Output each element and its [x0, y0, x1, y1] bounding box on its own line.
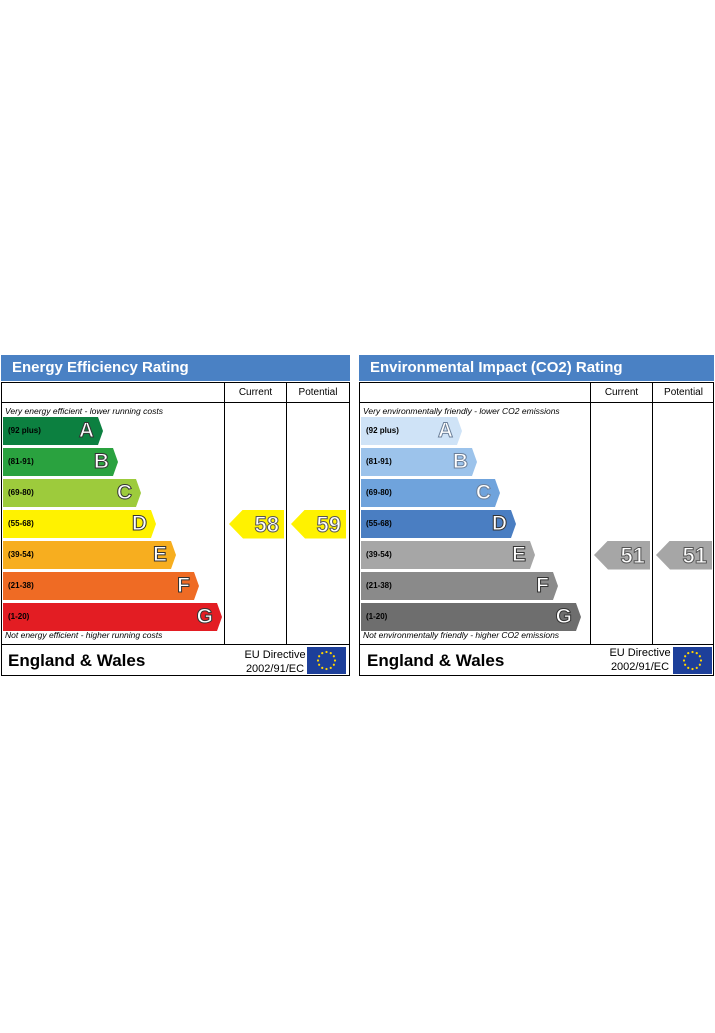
column-header-current: Current [604, 387, 639, 398]
rating-grid [359, 382, 714, 676]
band-range: (21-38) [8, 581, 34, 590]
band-range: (55-68) [366, 519, 392, 528]
band-range: (39-54) [8, 550, 34, 559]
divider [224, 382, 225, 644]
band-letter: E [511, 543, 526, 566]
band-d: (55-68) D [3, 510, 156, 538]
band-g: (1-20) G [361, 603, 581, 631]
eu-flag-icon [673, 647, 712, 674]
band-d: (55-68) D [361, 510, 516, 538]
band-range: (39-54) [366, 550, 392, 559]
column-header-potential: Potential [664, 387, 703, 398]
band-a: (92 plus) A [3, 417, 103, 445]
divider [590, 382, 591, 644]
current-rating-value: 58 [254, 511, 280, 537]
band-letter: F [536, 574, 549, 597]
bottom-note: Not environmentally friendly - higher CO… [363, 630, 560, 640]
panel-title: Environmental Impact (CO2) Rating [359, 355, 714, 381]
eu-flag-icon [307, 647, 346, 674]
eu-directive-line2: 2002/91/EC [610, 661, 670, 673]
band-b: (81-91) B [3, 448, 118, 476]
band-letter: G [196, 605, 213, 628]
band-range: (55-68) [8, 519, 34, 528]
footer-country: England & Wales [8, 651, 146, 670]
band-letter: F [177, 574, 190, 597]
column-header-current: Current [238, 387, 273, 398]
band-c: (69-80) C [3, 479, 141, 507]
potential-rating-value: 59 [316, 511, 342, 537]
top-note: Very environmentally friendly - lower CO… [363, 406, 560, 416]
band-letter: A [78, 419, 94, 442]
eu-directive-line1: EU Directive [244, 649, 306, 661]
band-range: (69-80) [8, 488, 34, 497]
divider [652, 382, 653, 644]
potential-rating-value: 51 [682, 542, 708, 568]
column-header-potential: Potential [298, 387, 338, 398]
band-range: (92 plus) [366, 426, 399, 435]
rating-grid [1, 382, 350, 676]
environmental-impact-panel: Environmental Impact (CO2) Rating Curren… [359, 355, 714, 676]
divider [1, 644, 350, 645]
current-rating-value: 51 [620, 542, 646, 568]
band-g: (1-20) G [3, 603, 222, 631]
band-c: (69-80) C [361, 479, 500, 507]
eu-directive: EU Directive 2002/91/EC [608, 646, 672, 674]
divider [359, 644, 714, 645]
band-letter: C [475, 481, 491, 504]
band-letter: C [116, 481, 132, 504]
eu-directive-line1: EU Directive [609, 647, 671, 659]
band-letter: B [93, 450, 109, 473]
divider [359, 402, 714, 403]
bottom-note: Not energy efficient - higher running co… [5, 630, 163, 640]
band-letter: E [152, 543, 167, 566]
band-e: (39-54) E [361, 541, 535, 569]
band-f: (21-38) F [361, 572, 558, 600]
band-range: (81-91) [8, 457, 34, 466]
band-letter: G [555, 605, 572, 628]
footer-country: England & Wales [367, 651, 505, 670]
band-range: (1-20) [8, 612, 30, 621]
band-range: (81-91) [366, 457, 392, 466]
band-letter: A [437, 419, 453, 442]
divider [286, 382, 287, 644]
band-f: (21-38) F [3, 572, 199, 600]
top-note: Very energy efficient - lower running co… [5, 406, 163, 416]
divider [1, 402, 350, 403]
energy-efficiency-panel: Energy Efficiency Rating Current Potenti… [1, 355, 350, 676]
band-range: (92 plus) [8, 426, 41, 435]
band-range: (69-80) [366, 488, 392, 497]
band-e: (39-54) E [3, 541, 176, 569]
band-letter: D [131, 512, 147, 535]
eu-directive-line2: 2002/91/EC [245, 663, 305, 675]
band-range: (1-20) [366, 612, 388, 621]
eu-directive: EU Directive 2002/91/EC [243, 648, 307, 676]
band-b: (81-91) B [361, 448, 477, 476]
band-letter: B [452, 450, 468, 473]
band-a: (92 plus) A [361, 417, 462, 445]
band-letter: D [491, 512, 507, 535]
panel-title: Energy Efficiency Rating [1, 355, 350, 381]
band-range: (21-38) [366, 581, 392, 590]
